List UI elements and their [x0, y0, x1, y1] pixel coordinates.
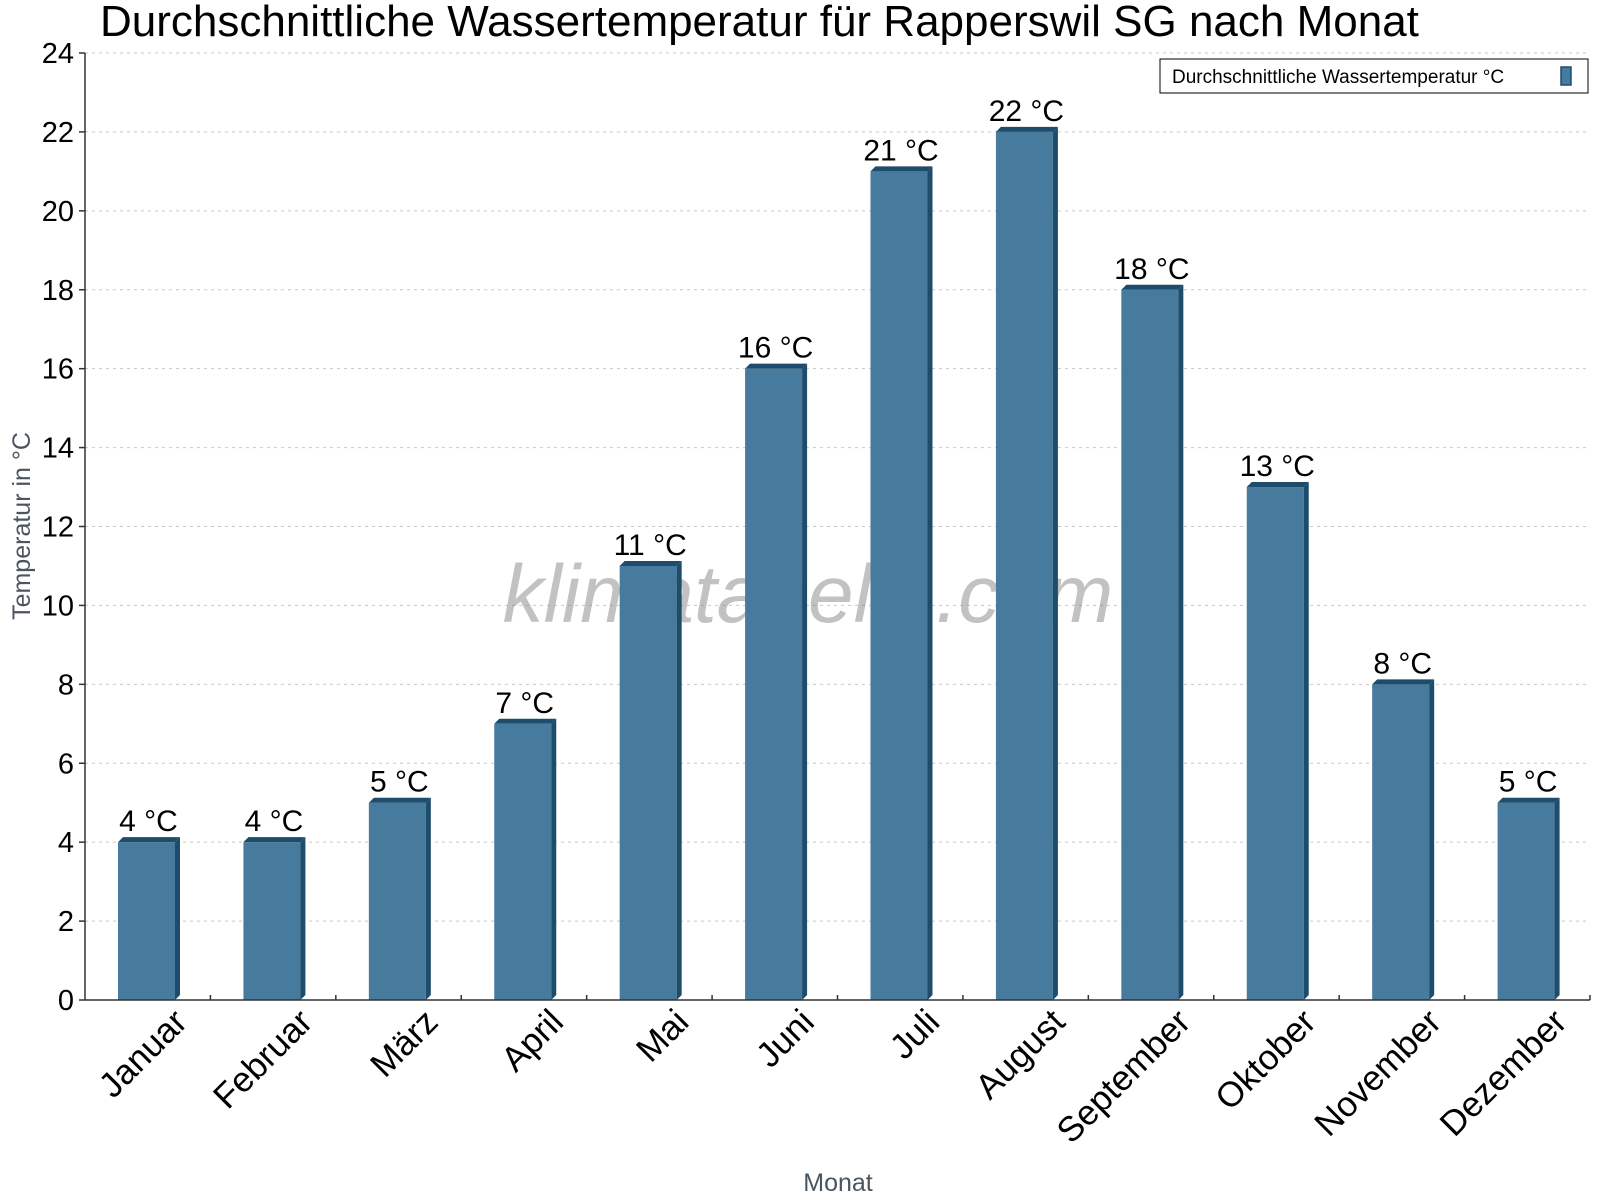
x-tick-label: Oktober	[1208, 1002, 1324, 1118]
x-tick-label: Januar	[91, 1002, 194, 1105]
bar	[1246, 487, 1304, 1001]
bar-side-face	[425, 797, 431, 1000]
bar-value-label: 5 °C	[1499, 766, 1558, 799]
x-tick-label: September	[1049, 1002, 1198, 1151]
bar-top-face	[1372, 679, 1435, 685]
bar-value-label: 8 °C	[1373, 647, 1432, 680]
x-tick-label: Juli	[882, 1002, 947, 1067]
bar	[1121, 289, 1179, 1000]
x-tick-label: August	[968, 1002, 1073, 1107]
y-tick-label: 22	[42, 117, 74, 149]
bar-value-label: 18 °C	[1114, 253, 1189, 286]
bar-top-face	[1497, 797, 1560, 803]
y-tick-label: 10	[42, 590, 74, 622]
bar-top-face	[619, 560, 682, 566]
bar-side-face	[1303, 482, 1309, 1001]
y-tick-label: 8	[58, 669, 74, 701]
bar-value-label: 13 °C	[1240, 450, 1315, 483]
bar-side-face	[1052, 126, 1058, 1000]
legend-box	[1159, 58, 1589, 94]
bar-top-face	[494, 718, 557, 724]
y-tick-label: 16	[42, 354, 74, 386]
bar-side-face	[676, 560, 682, 1000]
y-tick-label: 24	[42, 38, 74, 70]
bar-top-face	[870, 166, 933, 172]
bar-value-label: 22 °C	[989, 95, 1064, 128]
y-tick-label: 20	[42, 196, 74, 228]
y-tick-label: 2	[58, 906, 74, 938]
bar-top-face	[243, 837, 306, 843]
bar	[619, 565, 677, 1000]
x-tick-label: Februar	[206, 1002, 320, 1116]
bar-side-face	[802, 363, 808, 1001]
bar	[1372, 684, 1430, 1000]
bar-top-face	[995, 126, 1058, 132]
bar-side-face	[1554, 797, 1560, 1000]
x-tick-label: Mai	[629, 1002, 696, 1069]
bar-side-face	[927, 166, 933, 1000]
y-tick-label: 14	[42, 433, 74, 465]
bar-value-label: 7 °C	[495, 687, 554, 720]
bar	[745, 368, 803, 1001]
y-tick-label: 0	[58, 985, 74, 1017]
chart-title: Durchschnittliche Wassertemperatur für R…	[100, 0, 1419, 46]
bar	[494, 723, 552, 1000]
bar-side-face	[1429, 679, 1435, 1000]
bar-side-face	[175, 837, 180, 1000]
y-tick-label: 12	[42, 512, 74, 544]
y-tick-label: 18	[42, 275, 74, 307]
bar-value-label: 4 °C	[119, 805, 178, 838]
y-tick-label: 6	[58, 748, 74, 780]
bar	[995, 131, 1053, 1000]
x-tick-label: April	[494, 1002, 571, 1079]
bar	[1497, 802, 1555, 1000]
bar-side-face	[551, 718, 557, 1000]
legend-label: Durchschnittliche Wassertemperatur °C	[1172, 67, 1504, 88]
bar	[118, 842, 175, 1000]
grid	[85, 52, 1590, 922]
bar	[368, 802, 426, 1000]
bar-value-label: 4 °C	[245, 805, 304, 838]
x-tick-label: Dezember	[1432, 1002, 1574, 1144]
bar-value-label: 16 °C	[738, 332, 813, 365]
x-ticks: Januar Februar März April Mai Juni Juli AugustS…	[91, 995, 1591, 1151]
bar-side-face	[1178, 284, 1184, 1000]
bar-top-face	[745, 363, 808, 369]
bar-value-label: 11 °C	[614, 529, 687, 562]
legend: Durchschnittliche Wassertemperatur °C	[1159, 58, 1589, 94]
bar-top-face	[1121, 284, 1184, 290]
x-axis-label: Monat	[803, 1169, 873, 1197]
bar-top-face	[1246, 482, 1309, 488]
bar-value-label: 21 °C	[863, 134, 938, 167]
bar-side-face	[300, 837, 306, 1000]
bar-top-face	[118, 837, 180, 843]
bar-value-label: 5 °C	[370, 766, 429, 799]
bar	[243, 842, 301, 1000]
x-tick-label: November	[1307, 1002, 1449, 1144]
x-tick-label: März	[363, 1002, 446, 1085]
y-axis-label: Temperatur in °C	[8, 432, 36, 620]
y-tick-label: 4	[58, 827, 74, 859]
x-tick-label: Juni	[749, 1002, 822, 1075]
bars: 4 °C 4 °C 5 °C 7 °C 11 °C 16 °C 21 °C 22 °C 18 °…	[118, 95, 1560, 1001]
bar	[870, 171, 928, 1000]
legend-swatch	[1560, 66, 1572, 86]
bar-top-face	[368, 797, 431, 803]
